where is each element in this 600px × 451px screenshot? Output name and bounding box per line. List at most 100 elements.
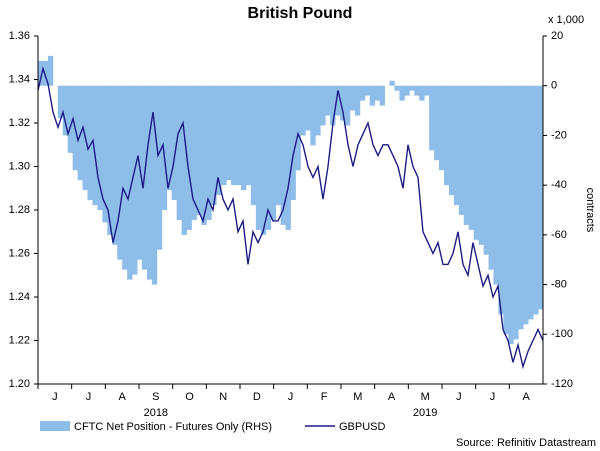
area-step — [498, 85, 504, 315]
area-step — [186, 85, 192, 230]
area-step — [409, 85, 415, 91]
y-tick-label: 1.34 — [9, 73, 30, 85]
area-step — [97, 85, 103, 210]
y2-tick-label: -60 — [551, 229, 567, 241]
chart-title: British Pound — [248, 5, 353, 22]
area-step — [38, 60, 44, 86]
line — [37, 65, 544, 370]
area-step — [359, 85, 366, 101]
x-tick-label: A — [388, 391, 396, 403]
area-step — [513, 85, 519, 340]
y2-tick-label: -40 — [551, 179, 567, 191]
y-tick-label: 1.24 — [9, 291, 30, 303]
area-step — [117, 85, 123, 260]
area-step — [429, 85, 435, 151]
area-step — [171, 85, 178, 201]
y-tick-label: 1.20 — [9, 378, 30, 390]
y-tick-label: 1.30 — [9, 160, 30, 172]
area-step — [468, 85, 475, 230]
year-label: 2019 — [413, 407, 437, 419]
area-step — [161, 85, 168, 210]
area-step — [191, 85, 197, 220]
area-step — [488, 85, 494, 270]
area-step — [211, 85, 217, 206]
area-step — [458, 85, 465, 215]
area-step — [315, 85, 321, 136]
year-label: 2018 — [144, 407, 168, 419]
x-tick-label: O — [185, 391, 194, 403]
area-step — [231, 85, 237, 186]
area-step — [508, 85, 514, 345]
area-step — [67, 85, 74, 153]
area-step — [181, 85, 187, 235]
area-step — [335, 85, 341, 116]
area-step — [344, 85, 351, 126]
area-step — [290, 85, 296, 201]
area-step — [196, 85, 202, 215]
area-step — [47, 55, 54, 86]
area-step — [107, 85, 113, 235]
area-step — [340, 85, 346, 121]
area-step — [330, 85, 336, 126]
area-step — [260, 85, 267, 235]
area-step — [325, 85, 331, 116]
x-tick-label: A — [118, 391, 126, 403]
y2-axis-label: contracts — [584, 188, 596, 233]
area-step — [122, 85, 128, 270]
x-tick-label: J — [490, 391, 496, 403]
area-step — [216, 85, 222, 196]
area-step — [443, 85, 450, 186]
area-step — [300, 85, 306, 136]
area-step — [132, 85, 138, 275]
area-step — [206, 85, 212, 220]
legend-swatch — [40, 421, 70, 431]
y-tick-label: 1.26 — [9, 247, 30, 259]
area-step — [374, 85, 381, 101]
area-step — [102, 85, 108, 223]
y2-unit: x 1,000 — [548, 14, 584, 26]
x-tick-label: J — [456, 391, 462, 403]
area-step — [295, 85, 301, 171]
x-tick-label: D — [253, 391, 261, 403]
x-tick-label: S — [152, 391, 159, 403]
area-step — [528, 85, 534, 320]
area-step — [439, 85, 445, 171]
area-step — [221, 85, 227, 186]
area-step — [389, 80, 395, 86]
area-step — [538, 85, 544, 310]
area-step — [305, 85, 311, 131]
area-step — [245, 85, 252, 186]
area-step — [92, 85, 98, 206]
area-step — [127, 85, 133, 280]
x-tick-label: M — [421, 391, 430, 403]
area-step — [483, 85, 489, 255]
area-step — [156, 85, 163, 250]
area-step — [523, 85, 529, 325]
area-step — [42, 60, 49, 86]
area-step — [434, 85, 440, 161]
y2-tick-label: 0 — [551, 80, 557, 92]
area-step — [240, 85, 247, 191]
area-step — [270, 85, 277, 220]
area-step — [399, 85, 405, 101]
area-step — [285, 85, 291, 230]
y-tick-label: 1.32 — [9, 117, 30, 129]
area-step — [137, 85, 143, 260]
x-tick-label: J — [52, 391, 58, 403]
area-step — [453, 85, 460, 206]
area-step — [146, 85, 153, 280]
area-step — [236, 85, 242, 186]
area-step — [176, 85, 182, 220]
area-step — [255, 85, 262, 230]
area-step — [518, 85, 524, 330]
area-step — [503, 85, 509, 335]
area-step — [369, 85, 376, 106]
area-step — [364, 85, 371, 96]
x-tick-label: M — [353, 391, 362, 403]
area-step — [201, 85, 207, 225]
area-step — [533, 85, 539, 315]
y2-tick-label: 20 — [551, 30, 563, 42]
area-step — [226, 85, 232, 181]
area-step — [379, 85, 385, 106]
area-step — [404, 85, 410, 96]
